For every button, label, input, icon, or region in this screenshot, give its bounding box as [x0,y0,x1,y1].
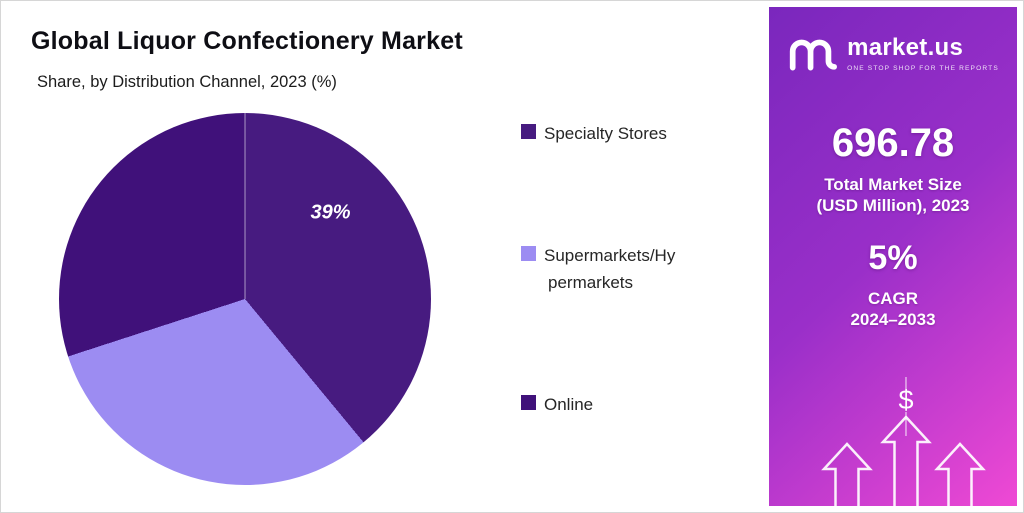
legend-swatch-specialty-stores [521,124,536,139]
legend-label-line: permarkets [548,272,634,292]
legend-label-line: Online [544,395,594,415]
brand-panel: market.us ONE STOP SHOP FOR THE REPORTS … [769,7,1017,506]
growth-arrows-icon [769,414,1017,506]
marketus-logo-icon [787,33,839,73]
brand-text: market.us ONE STOP SHOP FOR THE REPORTS [847,34,999,72]
brand-tagline: ONE STOP SHOP FOR THE REPORTS [847,65,999,72]
dollar-line [905,377,907,389]
brand-name: market.us [847,34,964,61]
legend-swatch-supermarkets [521,246,536,262]
chart-subtitle: Share, by Distribution Channel, 2023 (%) [37,73,337,91]
pie-chart: 39% [59,113,431,485]
legend-label-line: Supermarkets/Hy [544,246,676,266]
legend-label-specialty-stores: Specialty Stores [544,121,667,147]
slice-divider [244,113,246,299]
dollar-sign-icon: $ [898,385,914,415]
dollar-symbol-decoration: $ [898,377,914,436]
legend-item-specialty-stores: Specialty Stores [521,121,711,147]
legend-swatch-online [521,395,536,411]
legend-label-line: Specialty Stores [544,124,667,143]
cagr-label-line1: CAGR [867,288,919,308]
legend-item-online: Online [521,392,711,418]
pie-slice-label: 39% [310,201,351,224]
legend-label-online: Online [544,392,593,418]
legend-item-supermarkets: Supermarkets/Hy permarkets [521,243,711,296]
chart-title: Global Liquor Confectionery Market [31,27,463,55]
total-market-size-label-line2: (USD Million), 2023 [816,196,970,216]
cagr-value: 5% [868,238,918,277]
brand-header: market.us ONE STOP SHOP FOR THE REPORTS [787,33,999,73]
total-market-size-label-line1: Total Market Size [824,175,962,194]
dollar-line [905,412,907,436]
total-market-size-value: 696.78 [831,121,955,165]
cagr-label-line2: 2024–2033 [850,309,936,329]
legend-label-supermarkets: Supermarkets/Hy permarkets [544,243,675,296]
chart-area: Global Liquor Confectionery Market Share… [1,1,771,512]
chart-legend: Specialty Stores Supermarkets/Hy permark… [521,121,711,418]
